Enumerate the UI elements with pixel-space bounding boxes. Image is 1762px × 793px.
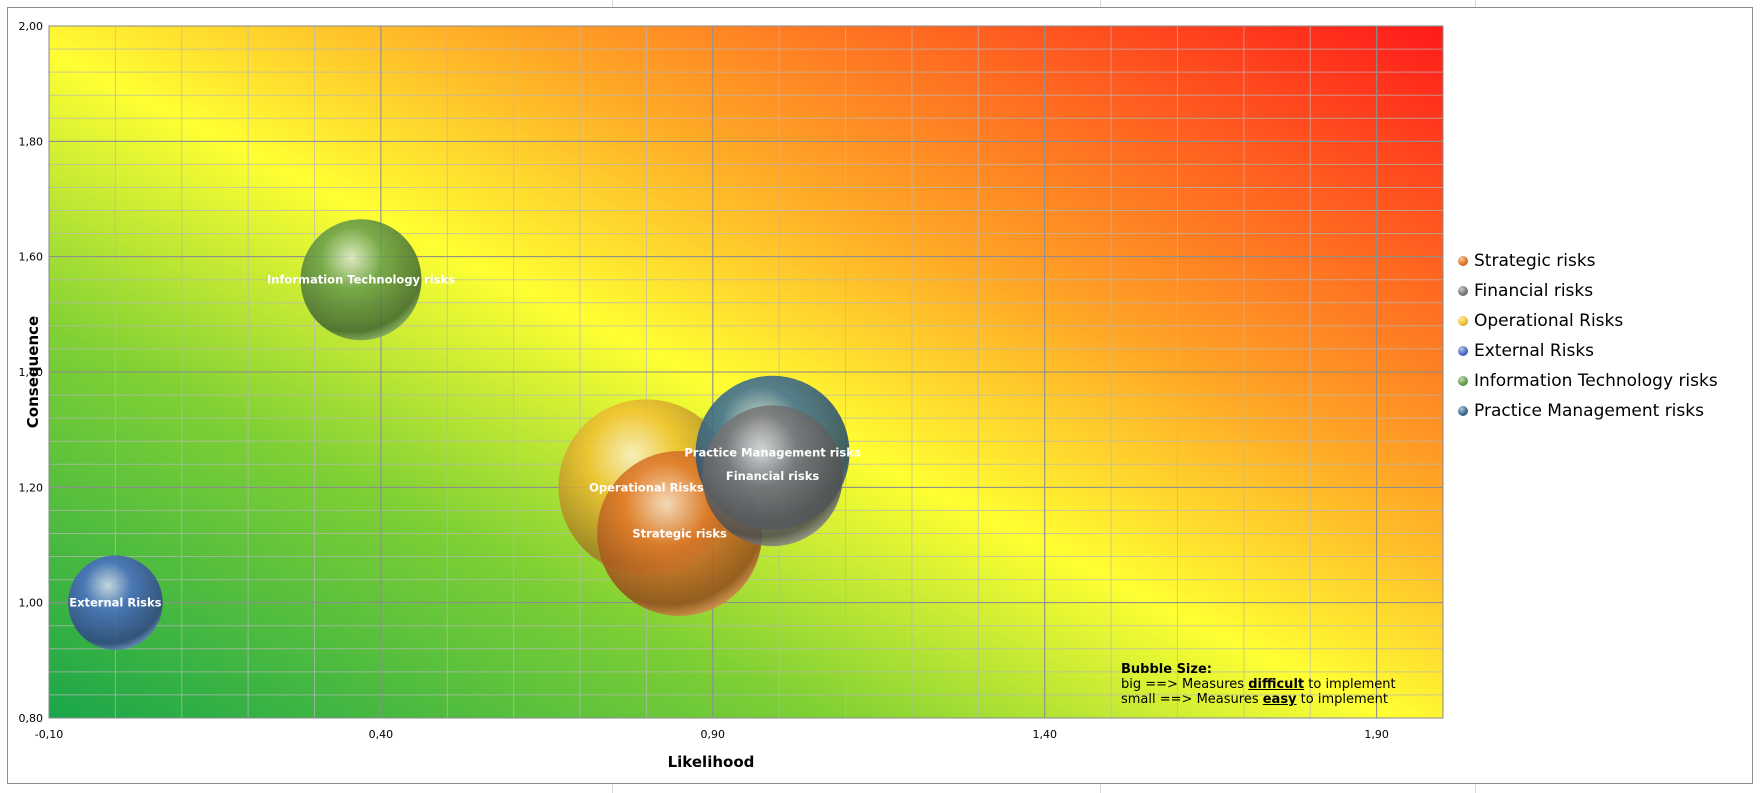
legend-item: Information Technology risks — [1458, 366, 1718, 396]
bubble-label: Practice Management risks — [684, 446, 860, 460]
y-tick-label: 1,00 — [19, 597, 44, 610]
legend-label: Strategic risks — [1474, 251, 1596, 271]
x-axis-title: Likelihood — [668, 753, 755, 771]
bubble-size-note: Bubble Size: big ==> Measures difficult … — [1121, 662, 1396, 707]
legend-marker-icon — [1458, 406, 1468, 416]
bubble-label: Financial risks — [726, 469, 820, 483]
note-title: Bubble Size: — [1121, 662, 1212, 677]
legend-item: Operational Risks — [1458, 306, 1718, 336]
note-line1-emph: difficult — [1248, 677, 1305, 692]
bubble-label: Information Technology risks — [267, 273, 455, 287]
y-tick-label: 2,00 — [19, 20, 44, 33]
bubble-label: Strategic risks — [632, 526, 727, 540]
bubble-label: External Risks — [69, 596, 161, 610]
plot-border — [48, 25, 1444, 719]
legend-label: Information Technology risks — [1474, 371, 1718, 391]
legend-label: Financial risks — [1474, 281, 1594, 301]
x-tick-label: 1,40 — [1032, 728, 1057, 741]
legend-label: Practice Management risks — [1474, 401, 1704, 421]
legend-label: Operational Risks — [1474, 311, 1624, 331]
bubble-label: Operational Risks — [589, 480, 704, 494]
legend-marker-icon — [1458, 256, 1468, 266]
x-tick-label: 0,40 — [369, 728, 394, 741]
x-tick-label: -0,10 — [35, 728, 63, 741]
note-line1-prefix: big ==> Measures — [1121, 677, 1249, 692]
y-tick-label: 0,80 — [19, 712, 44, 725]
note-line2-emph: easy — [1262, 692, 1297, 707]
bubbles-layer — [68, 219, 850, 650]
legend-item: Strategic risks — [1458, 246, 1718, 276]
y-tick-label: 1,80 — [19, 135, 44, 148]
bubble-external-risks — [68, 555, 163, 650]
legend-label: External Risks — [1474, 341, 1595, 361]
bubble-financial-risks — [702, 405, 843, 547]
y-tick-label: 1,20 — [19, 481, 44, 494]
y-tick-label: 1,40 — [19, 366, 44, 379]
legend-marker-icon — [1458, 376, 1468, 386]
legend-marker-icon — [1458, 346, 1468, 356]
bubble-labels-layer: Strategic risks Financial risks Operationa… — [69, 273, 861, 610]
legend-item: Financial risks — [1458, 276, 1718, 306]
tick-labels-layer: -0,10 0,40 0,90 1,40 1,90 0,80 1,00 1,20 1,40 1,6… — [19, 20, 1389, 741]
y-tick-label: 1,60 — [19, 251, 44, 264]
legend-marker-icon — [1458, 316, 1468, 326]
bubble-information-technology-risks — [300, 219, 422, 341]
legend-item: External Risks — [1458, 336, 1718, 366]
legend-item: Practice Management risks — [1458, 396, 1718, 426]
legend-marker-icon — [1458, 286, 1468, 296]
note-line1-suffix: to implement — [1304, 677, 1396, 692]
note-line2-suffix: to implement — [1296, 692, 1388, 707]
x-tick-label: 0,90 — [701, 728, 726, 741]
y-axis-title: Consequence — [24, 316, 42, 428]
x-tick-label: 1,90 — [1364, 728, 1389, 741]
legend: Strategic risks Financial risks Operationa… — [1458, 246, 1718, 426]
note-line2-prefix: small ==> Measures — [1121, 692, 1263, 707]
